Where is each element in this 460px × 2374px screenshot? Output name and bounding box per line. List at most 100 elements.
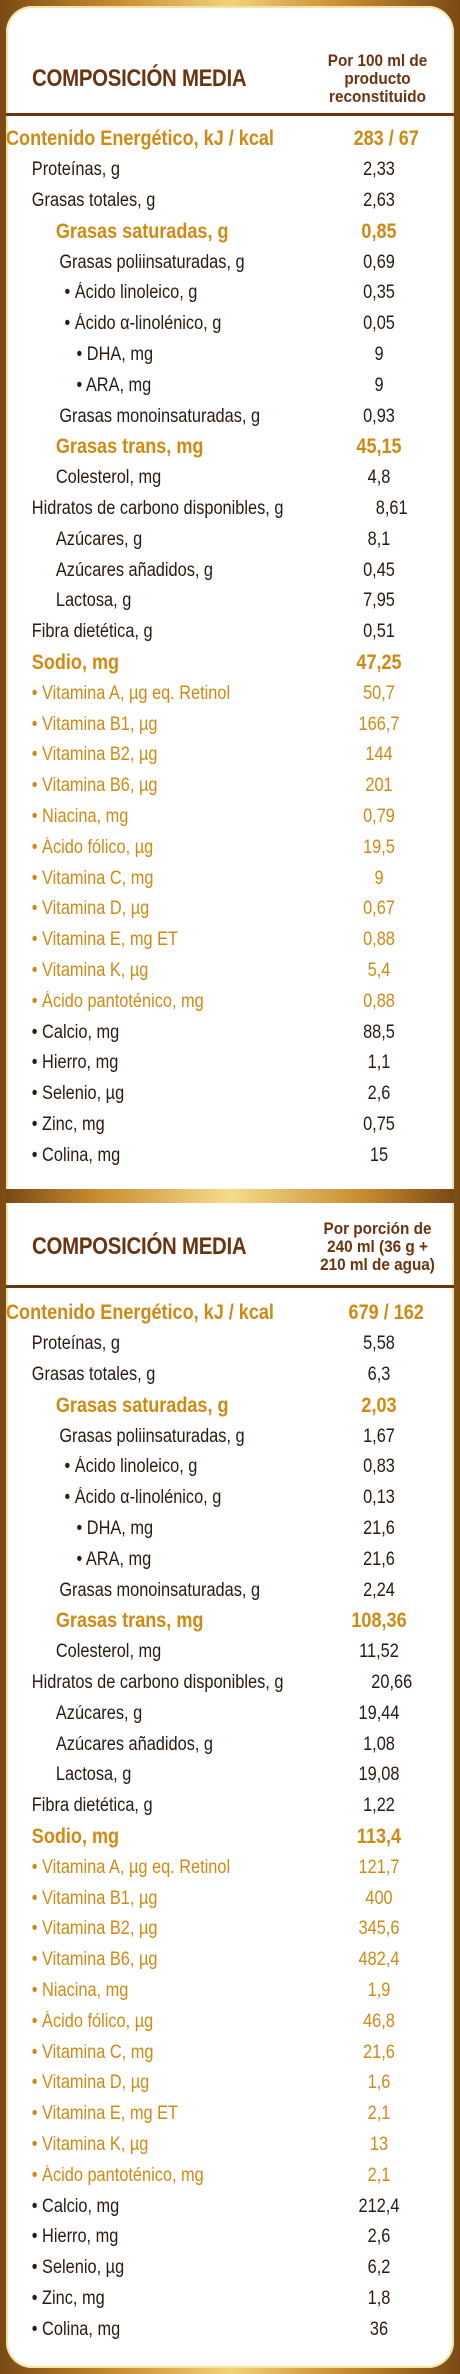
- nutrient-value: 21,6: [363, 2041, 395, 2063]
- table-row: • Vitamina C, mg 9: [6, 863, 454, 894]
- nutrient-value: 121,7: [358, 1856, 400, 1878]
- table-row: • Vitamina B1, µg 400: [6, 1883, 454, 1914]
- table-row: • Selenio, µg 2,6: [6, 1079, 454, 1110]
- nutrient-value: 7,95: [363, 590, 395, 612]
- nutrient-label: • Selenio, µg: [31, 1083, 125, 1105]
- table-title: COMPOSICIÓN MEDIA: [32, 64, 247, 92]
- table-row: • Hierro, mg 2,6: [6, 2222, 454, 2253]
- nutrient-label: Azúcares, g: [55, 528, 143, 550]
- nutrient-label: Fibra dietética, g: [31, 621, 153, 643]
- nutrient-value: 0,88: [363, 929, 395, 951]
- nutrient-value: 1,6: [367, 2072, 391, 2094]
- nutrient-label: • Vitamina D, µg: [31, 898, 150, 920]
- table-row: • Vitamina B1, µg 166,7: [6, 709, 454, 740]
- nutrient-value: 19,5: [363, 836, 395, 858]
- nutrient-value: 21,6: [363, 1548, 395, 1570]
- nutrient-label: • Ácido pantoténico, mg: [31, 2164, 204, 2186]
- table-row: Lactosa, g 19,08: [6, 1760, 454, 1791]
- nutrient-value: 2,6: [367, 1083, 391, 1105]
- nutrient-value: 1,67: [363, 1425, 395, 1447]
- nutrient-label: Grasas poliinsaturadas, g: [59, 251, 245, 273]
- nutrient-label: • Vitamina E, mg ET: [31, 929, 178, 951]
- table-row: Proteínas, g 2,33: [6, 155, 454, 186]
- nutrient-value: 1,22: [363, 1795, 395, 1817]
- table-row: Contenido Energético, kJ / kcal 283 / 67: [6, 124, 454, 155]
- table-row: Grasas poliinsaturadas, g 1,67: [6, 1421, 454, 1452]
- nutrient-label: Hidratos de carbono disponibles, g: [31, 497, 284, 519]
- nutrient-value: 2,24: [363, 1579, 395, 1601]
- table-header: COMPOSICIÓN MEDIA Por porción de 240 ml …: [6, 1203, 454, 1288]
- nutrient-label: • Ácido pantoténico, mg: [31, 990, 204, 1012]
- nutrient-label: Grasas totales, g: [31, 189, 156, 211]
- nutrient-value: 0,79: [363, 805, 395, 827]
- table-row: • Niacina, mg 1,9: [6, 1976, 454, 2007]
- nutrient-value: 11,52: [359, 1641, 399, 1663]
- nutrient-label: Fibra dietética, g: [31, 1795, 153, 1817]
- nutrient-value: 113,4: [356, 1824, 402, 1848]
- table-row: • Ácido fólico, µg 19,5: [6, 832, 454, 863]
- nutrient-value: 9: [374, 374, 384, 396]
- nutrient-label: • Ácido α-linolénico, g: [64, 313, 222, 335]
- nutrient-value: 20,66: [370, 1671, 412, 1693]
- nutrient-label: Azúcares añadidos, g: [55, 1733, 214, 1755]
- nutrient-value: 1,9: [367, 1979, 391, 2001]
- nutrient-label: • Vitamina C, mg: [31, 2041, 154, 2063]
- nutrient-label: • Zinc, mg: [31, 2287, 105, 2309]
- nutrient-label: Contenido Energético, kJ / kcal: [6, 1301, 274, 1325]
- nutrient-value: 0,05: [363, 313, 395, 335]
- table-row: • Ácido α-linolénico, g 0,05: [6, 309, 454, 340]
- nutrient-label: • Vitamina B1, µg: [31, 713, 158, 735]
- table-header: COMPOSICIÓN MEDIA Por 100 ml de producto…: [6, 6, 454, 116]
- nutrient-value: 0,13: [363, 1487, 395, 1509]
- table-row: Fibra dietética, g 0,51: [6, 617, 454, 648]
- nutrient-value: 0,67: [363, 898, 395, 920]
- nutrient-value: 0,69: [363, 251, 395, 273]
- nutrient-label: • DHA, mg: [76, 343, 154, 365]
- nutrient-value: 144: [365, 744, 393, 766]
- nutrient-label: • Vitamina C, mg: [31, 867, 154, 889]
- nutrient-label: • Vitamina K, µg: [31, 2133, 149, 2155]
- nutrient-label: • ARA, mg: [76, 1548, 152, 1570]
- nutrient-value: 1,1: [367, 1052, 391, 1074]
- nutrition-label: COMPOSICIÓN MEDIA Por 100 ml de producto…: [6, 6, 454, 2368]
- nutrient-value: 13: [369, 2133, 389, 2155]
- table-row: • DHA, mg 21,6: [6, 1514, 454, 1545]
- nutrient-value: 108,36: [351, 1609, 407, 1633]
- table-row: • Vitamina D, µg 1,6: [6, 2068, 454, 2099]
- table-row: • DHA, mg 9: [6, 340, 454, 371]
- table-row: Azúcares, g 8,1: [6, 524, 454, 555]
- table-row: Colesterol, mg 11,52: [6, 1637, 454, 1668]
- table-row: Grasas saturadas, g 2,03: [6, 1390, 454, 1421]
- nutrient-label: • Ácido α-linolénico, g: [64, 1487, 222, 1509]
- table-row: • Zinc, mg 1,8: [6, 2284, 454, 2315]
- nutrient-label: • Ácido fólico, µg: [31, 2010, 154, 2032]
- nutrient-label: Hidratos de carbono disponibles, g: [31, 1671, 284, 1693]
- nutrient-value: 212,4: [358, 2195, 400, 2217]
- nutrient-value: 6,2: [367, 2257, 391, 2279]
- nutrient-value: 166,7: [358, 713, 400, 735]
- nutrient-value: 2,1: [367, 2164, 391, 2186]
- nutrient-label: Colesterol, mg: [55, 467, 162, 489]
- nutrient-label: • Vitamina A, µg eq. Retinol: [31, 682, 231, 704]
- table-row: • Ácido α-linolénico, g 0,13: [6, 1483, 454, 1514]
- nutrient-label: • Niacina, mg: [31, 1979, 129, 2001]
- table-title: COMPOSICIÓN MEDIA: [32, 1233, 247, 1260]
- table-row: • Vitamina E, mg ET 0,88: [6, 925, 454, 956]
- nutrient-label: Sodio, mg: [31, 650, 120, 674]
- table-row: • Calcio, mg 212,4: [6, 2191, 454, 2222]
- nutrient-label: • Vitamina B6, µg: [31, 1949, 158, 1971]
- nutrient-label: • ARA, mg: [76, 374, 152, 396]
- table-row: • ARA, mg 21,6: [6, 1544, 454, 1575]
- nutrient-value: 1,08: [363, 1733, 395, 1755]
- table-row: • Calcio, mg 88,5: [6, 1017, 454, 1048]
- nutrient-value: 36: [369, 2318, 389, 2340]
- table-row: • Vitamina A, µg eq. Retinol 121,7: [6, 1852, 454, 1883]
- nutrient-value: 0,83: [363, 1456, 395, 1478]
- nutrient-value: 482,4: [358, 1949, 400, 1971]
- nutrient-label: Grasas saturadas, g: [55, 219, 229, 243]
- nutrient-value: 9: [374, 343, 384, 365]
- composition-table-per-100ml: COMPOSICIÓN MEDIA Por 100 ml de producto…: [6, 6, 454, 1189]
- nutrient-label: Grasas trans, mg: [55, 435, 204, 459]
- table-row: • Vitamina A, µg eq. Retinol 50,7: [6, 678, 454, 709]
- nutrient-value: 19,44: [358, 1702, 400, 1724]
